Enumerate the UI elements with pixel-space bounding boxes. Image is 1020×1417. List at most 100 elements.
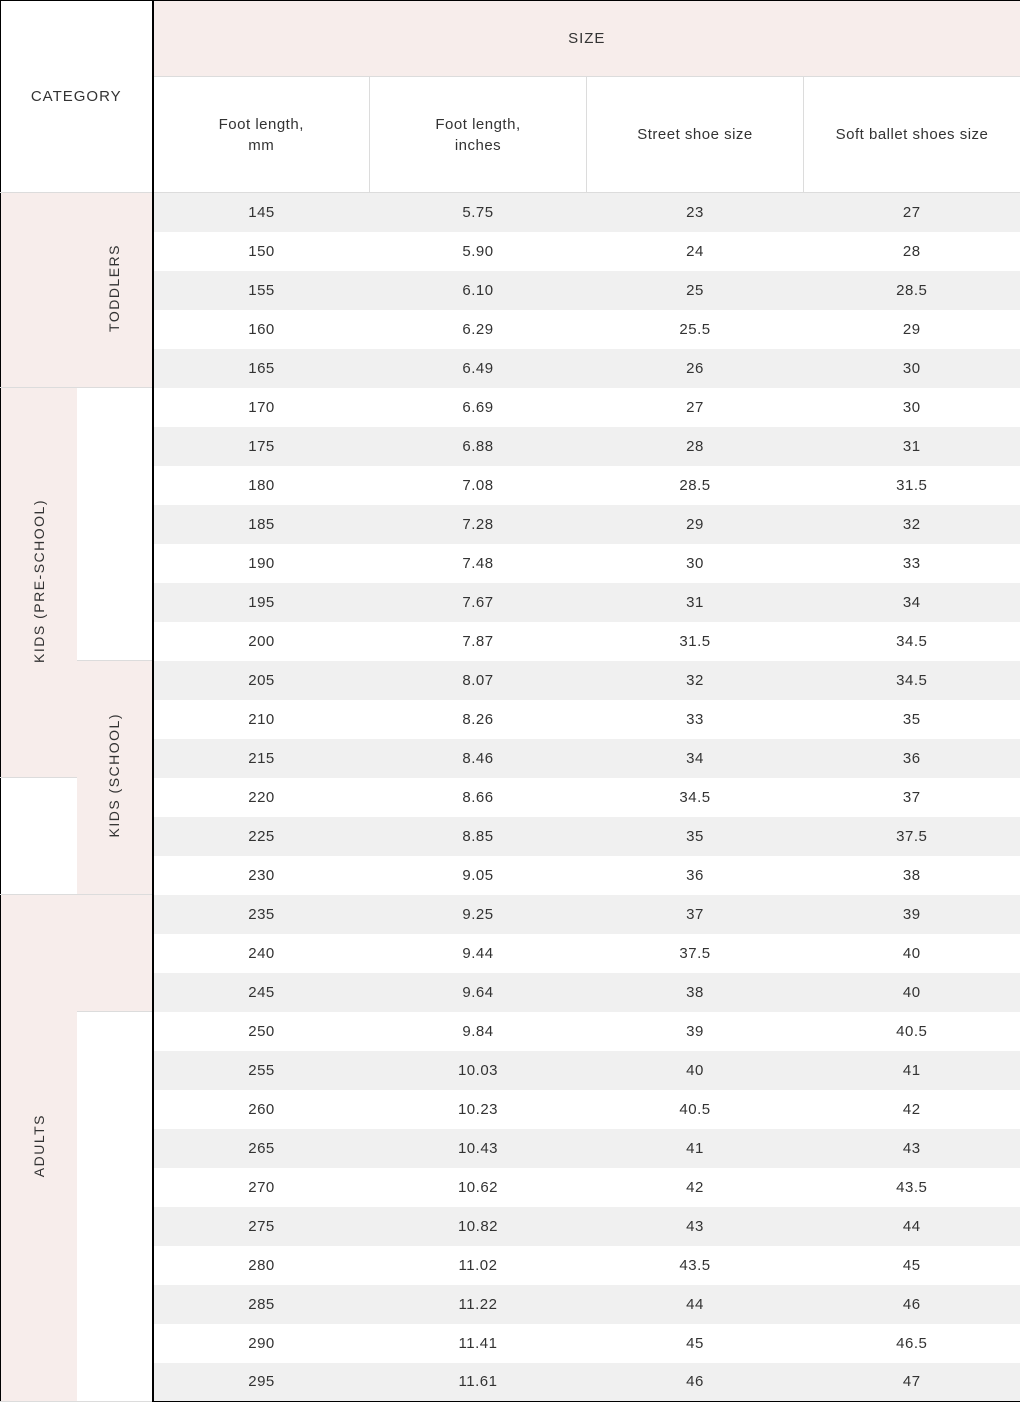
cell-ballet: 37.5	[804, 817, 1020, 856]
category-adults: ADULTS	[1, 895, 77, 1402]
category-spacer	[77, 895, 153, 1012]
cell-mm: 150	[153, 232, 370, 271]
cell-mm: 185	[153, 505, 370, 544]
cell-ballet: 35	[804, 700, 1020, 739]
cell-mm: 235	[153, 895, 370, 934]
cell-in: 6.29	[370, 310, 587, 349]
table-row: 2509.843940.5	[1, 1012, 1020, 1051]
cell-street: 41	[587, 1129, 804, 1168]
cell-ballet: 45	[804, 1246, 1020, 1285]
cell-ballet: 29	[804, 310, 1020, 349]
cell-mm: 195	[153, 583, 370, 622]
table-row: 1907.483033	[1, 544, 1020, 583]
cell-in: 7.28	[370, 505, 587, 544]
category-label: KIDS (PRE-SCHOOL)	[31, 499, 47, 663]
cell-mm: 165	[153, 349, 370, 388]
cell-mm: 240	[153, 934, 370, 973]
cell-in: 7.67	[370, 583, 587, 622]
cell-mm: 170	[153, 388, 370, 427]
table-row: ADULTS2359.253739	[1, 895, 1020, 934]
cell-mm: 200	[153, 622, 370, 661]
cell-in: 10.23	[370, 1090, 587, 1129]
cell-street: 39	[587, 1012, 804, 1051]
cell-street: 37	[587, 895, 804, 934]
category-spacer	[77, 1012, 153, 1402]
cell-in: 9.64	[370, 973, 587, 1012]
cell-ballet: 47	[804, 1363, 1020, 1402]
table-row: 1556.102528.5	[1, 271, 1020, 310]
cell-ballet: 40.5	[804, 1012, 1020, 1051]
table-row: 2258.853537.5	[1, 817, 1020, 856]
table-row: 29511.614647	[1, 1363, 1020, 1402]
cell-street: 31.5	[587, 622, 804, 661]
cell-ballet: 28.5	[804, 271, 1020, 310]
table-row: KIDS (SCHOOL)2058.073234.5	[1, 661, 1020, 700]
cell-ballet: 42	[804, 1090, 1020, 1129]
header-col-street: Street shoe size	[587, 77, 804, 193]
table-row: 2108.263335	[1, 700, 1020, 739]
cell-street: 23	[587, 193, 804, 232]
category-spacer	[77, 388, 153, 661]
cell-street: 37.5	[587, 934, 804, 973]
cell-street: 40	[587, 1051, 804, 1090]
cell-mm: 265	[153, 1129, 370, 1168]
header-size: SIZE	[153, 1, 1020, 77]
cell-street: 42	[587, 1168, 804, 1207]
cell-in: 11.61	[370, 1363, 587, 1402]
cell-street: 44	[587, 1285, 804, 1324]
cell-street: 43	[587, 1207, 804, 1246]
table-row: 1606.2925.529	[1, 310, 1020, 349]
category-preschool: KIDS (PRE-SCHOOL)	[1, 388, 77, 778]
cell-ballet: 30	[804, 349, 1020, 388]
cell-mm: 215	[153, 739, 370, 778]
cell-in: 11.41	[370, 1324, 587, 1363]
table-row: 2409.4437.540	[1, 934, 1020, 973]
table-row: 1807.0828.531.5	[1, 466, 1020, 505]
table-row: 1957.673134	[1, 583, 1020, 622]
cell-ballet: 43.5	[804, 1168, 1020, 1207]
table-row: 1857.282932	[1, 505, 1020, 544]
category-label: ADULTS	[31, 1114, 47, 1177]
cell-street: 35	[587, 817, 804, 856]
header-category: CATEGORY	[1, 1, 153, 193]
table-row: 29011.414546.5	[1, 1324, 1020, 1363]
cell-ballet: 36	[804, 739, 1020, 778]
table-row: 2309.053638	[1, 856, 1020, 895]
table-row: 1756.882831	[1, 427, 1020, 466]
table-row: 25510.034041	[1, 1051, 1020, 1090]
cell-in: 7.08	[370, 466, 587, 505]
cell-in: 9.84	[370, 1012, 587, 1051]
cell-ballet: 28	[804, 232, 1020, 271]
cell-ballet: 40	[804, 934, 1020, 973]
cell-in: 8.85	[370, 817, 587, 856]
cell-street: 25	[587, 271, 804, 310]
cell-ballet: 39	[804, 895, 1020, 934]
cell-mm: 175	[153, 427, 370, 466]
cell-mm: 225	[153, 817, 370, 856]
cell-ballet: 44	[804, 1207, 1020, 1246]
table-row: 28511.224446	[1, 1285, 1020, 1324]
cell-ballet: 40	[804, 973, 1020, 1012]
cell-in: 10.03	[370, 1051, 587, 1090]
category-spacer	[1, 778, 77, 895]
table-row: 2208.6634.537	[1, 778, 1020, 817]
cell-mm: 275	[153, 1207, 370, 1246]
cell-in: 7.87	[370, 622, 587, 661]
table-row: 2459.643840	[1, 973, 1020, 1012]
cell-in: 6.88	[370, 427, 587, 466]
cell-mm: 145	[153, 193, 370, 232]
cell-in: 11.02	[370, 1246, 587, 1285]
cell-ballet: 46.5	[804, 1324, 1020, 1363]
cell-ballet: 34	[804, 583, 1020, 622]
cell-street: 29	[587, 505, 804, 544]
table-row: 2007.8731.534.5	[1, 622, 1020, 661]
cell-ballet: 34.5	[804, 622, 1020, 661]
cell-ballet: 27	[804, 193, 1020, 232]
cell-street: 43.5	[587, 1246, 804, 1285]
cell-ballet: 43	[804, 1129, 1020, 1168]
cell-in: 8.07	[370, 661, 587, 700]
cell-in: 9.05	[370, 856, 587, 895]
cell-in: 5.90	[370, 232, 587, 271]
table-row: 2158.463436	[1, 739, 1020, 778]
cell-street: 38	[587, 973, 804, 1012]
